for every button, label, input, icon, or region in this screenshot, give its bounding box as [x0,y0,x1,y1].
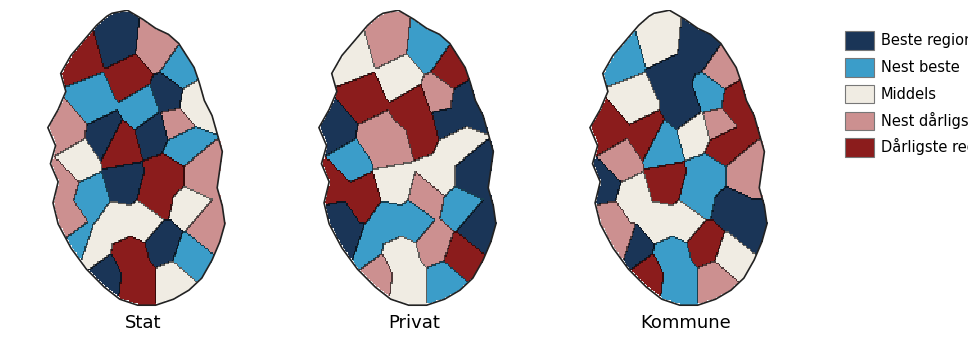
Text: Stat: Stat [125,314,162,332]
Text: Kommune: Kommune [640,314,731,332]
Text: Privat: Privat [388,314,440,332]
Legend: Beste regioner, Nest beste, Middels, Nest dårligst, Dårligste regioner: Beste regioner, Nest beste, Middels, Nes… [845,31,968,157]
